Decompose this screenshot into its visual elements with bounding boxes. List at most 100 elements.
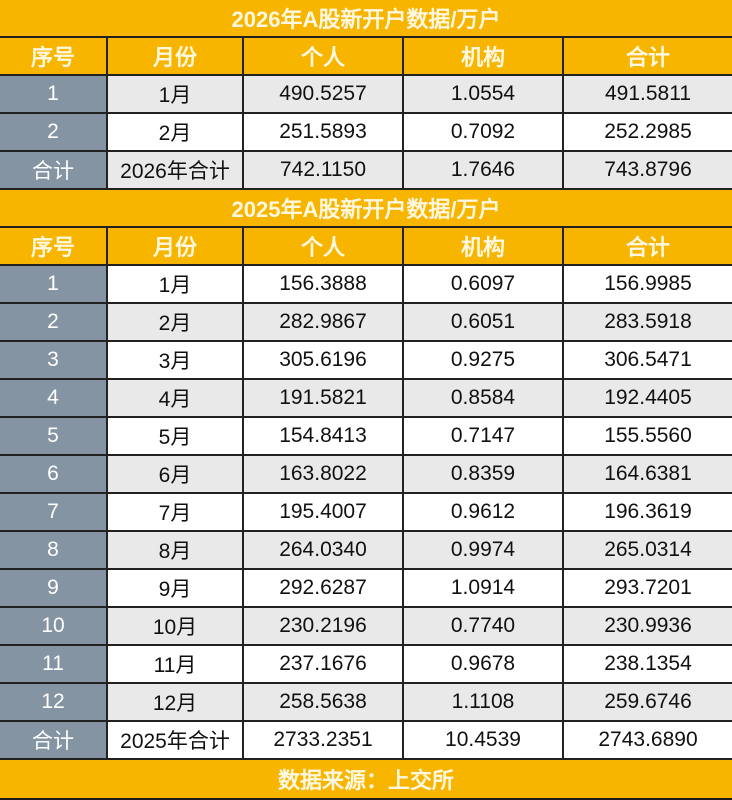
- row-number: 2: [0, 114, 108, 150]
- cell-value: 293.7201: [564, 570, 732, 606]
- cell-value: 0.9678: [404, 646, 564, 682]
- cell-value: 0.9974: [404, 532, 564, 568]
- cell-value: 0.7147: [404, 418, 564, 454]
- table-row: 1 1月 156.3888 0.6097 156.9985: [0, 266, 732, 304]
- cell-value: 164.6381: [564, 456, 732, 492]
- table-row: 12 12月 258.5638 1.1108 259.6746: [0, 684, 732, 722]
- cell-value: 1月: [108, 76, 244, 112]
- cell-value: 306.5471: [564, 342, 732, 378]
- header-row: 序号 月份 个人 机构 合计: [0, 228, 732, 266]
- cell-value: 191.5821: [244, 380, 404, 416]
- cell-value: 0.8584: [404, 380, 564, 416]
- cell-value: 0.9275: [404, 342, 564, 378]
- total-value: 2743.6890: [564, 722, 732, 758]
- column-header: 序号: [0, 228, 108, 264]
- cell-value: 0.6051: [404, 304, 564, 340]
- table-row: 6 6月 163.8022 0.8359 164.6381: [0, 456, 732, 494]
- column-header: 合计: [564, 38, 732, 74]
- column-header: 机构: [404, 228, 564, 264]
- row-number: 3: [0, 342, 108, 378]
- cell-value: 230.9936: [564, 608, 732, 644]
- column-header: 序号: [0, 38, 108, 74]
- table-title-row: 2025年A股新开户数据/万户: [0, 190, 732, 228]
- cell-value: 156.9985: [564, 266, 732, 302]
- total-value: 742.1150: [244, 152, 404, 188]
- data-source: 数据来源：上交所: [0, 760, 732, 798]
- table-title: 2026年A股新开户数据/万户: [0, 0, 732, 36]
- table-row: 3 3月 305.6196 0.9275 306.5471: [0, 342, 732, 380]
- row-number: 1: [0, 266, 108, 302]
- cell-value: 252.2985: [564, 114, 732, 150]
- cell-value: 1.0914: [404, 570, 564, 606]
- cell-value: 196.3619: [564, 494, 732, 530]
- cell-value: 156.3888: [244, 266, 404, 302]
- cell-value: 11月: [108, 646, 244, 682]
- table-row: 5 5月 154.8413 0.7147 155.5560: [0, 418, 732, 456]
- cell-value: 230.2196: [244, 608, 404, 644]
- table-row: 9 9月 292.6287 1.0914 293.7201: [0, 570, 732, 608]
- cell-value: 12月: [108, 684, 244, 720]
- cell-value: 1.0554: [404, 76, 564, 112]
- row-number: 4: [0, 380, 108, 416]
- column-header: 机构: [404, 38, 564, 74]
- cell-value: 292.6287: [244, 570, 404, 606]
- cell-value: 10月: [108, 608, 244, 644]
- cell-value: 238.1354: [564, 646, 732, 682]
- row-number: 6: [0, 456, 108, 492]
- row-number: 12: [0, 684, 108, 720]
- row-number: 7: [0, 494, 108, 530]
- total-value: 2026年合计: [108, 152, 244, 188]
- table-row: 7 7月 195.4007 0.9612 196.3619: [0, 494, 732, 532]
- cell-value: 259.6746: [564, 684, 732, 720]
- cell-value: 0.8359: [404, 456, 564, 492]
- cell-value: 9月: [108, 570, 244, 606]
- cell-value: 265.0314: [564, 532, 732, 568]
- row-number: 2: [0, 304, 108, 340]
- total-value: 743.8796: [564, 152, 732, 188]
- row-number: 11: [0, 646, 108, 682]
- cell-value: 0.7092: [404, 114, 564, 150]
- cell-value: 7月: [108, 494, 244, 530]
- column-header: 合计: [564, 228, 732, 264]
- cell-value: 0.9612: [404, 494, 564, 530]
- total-value: 10.4539: [404, 722, 564, 758]
- header-row: 序号 月份 个人 机构 合计: [0, 38, 732, 76]
- total-label: 合计: [0, 152, 108, 188]
- cell-value: 1.1108: [404, 684, 564, 720]
- cell-value: 4月: [108, 380, 244, 416]
- table-row: 10 10月 230.2196 0.7740 230.9936: [0, 608, 732, 646]
- cell-value: 192.4405: [564, 380, 732, 416]
- cell-value: 5月: [108, 418, 244, 454]
- cell-value: 163.8022: [244, 456, 404, 492]
- cell-value: 8月: [108, 532, 244, 568]
- cell-value: 490.5257: [244, 76, 404, 112]
- cell-value: 0.7740: [404, 608, 564, 644]
- column-header: 个人: [244, 228, 404, 264]
- total-value: 2025年合计: [108, 722, 244, 758]
- row-number: 1: [0, 76, 108, 112]
- column-header: 月份: [108, 38, 244, 74]
- cell-value: 154.8413: [244, 418, 404, 454]
- table-row: 8 8月 264.0340 0.9974 265.0314: [0, 532, 732, 570]
- row-number: 8: [0, 532, 108, 568]
- footer-row: 数据来源：上交所: [0, 760, 732, 798]
- cell-value: 264.0340: [244, 532, 404, 568]
- table-row: 11 11月 237.1676 0.9678 238.1354: [0, 646, 732, 684]
- cell-value: 237.1676: [244, 646, 404, 682]
- cell-value: 6月: [108, 456, 244, 492]
- row-number: 5: [0, 418, 108, 454]
- cell-value: 251.5893: [244, 114, 404, 150]
- cell-value: 2月: [108, 114, 244, 150]
- cell-value: 491.5811: [564, 76, 732, 112]
- cell-value: 0.6097: [404, 266, 564, 302]
- cell-value: 155.5560: [564, 418, 732, 454]
- row-number: 10: [0, 608, 108, 644]
- table-row: 2 2月 251.5893 0.7092 252.2985: [0, 114, 732, 152]
- cell-value: 2月: [108, 304, 244, 340]
- total-row: 合计 2025年合计 2733.2351 10.4539 2743.6890: [0, 722, 732, 760]
- table-row: 1 1月 490.5257 1.0554 491.5811: [0, 76, 732, 114]
- table-title: 2025年A股新开户数据/万户: [0, 190, 732, 226]
- cell-value: 3月: [108, 342, 244, 378]
- table-title-row: 2026年A股新开户数据/万户: [0, 0, 732, 38]
